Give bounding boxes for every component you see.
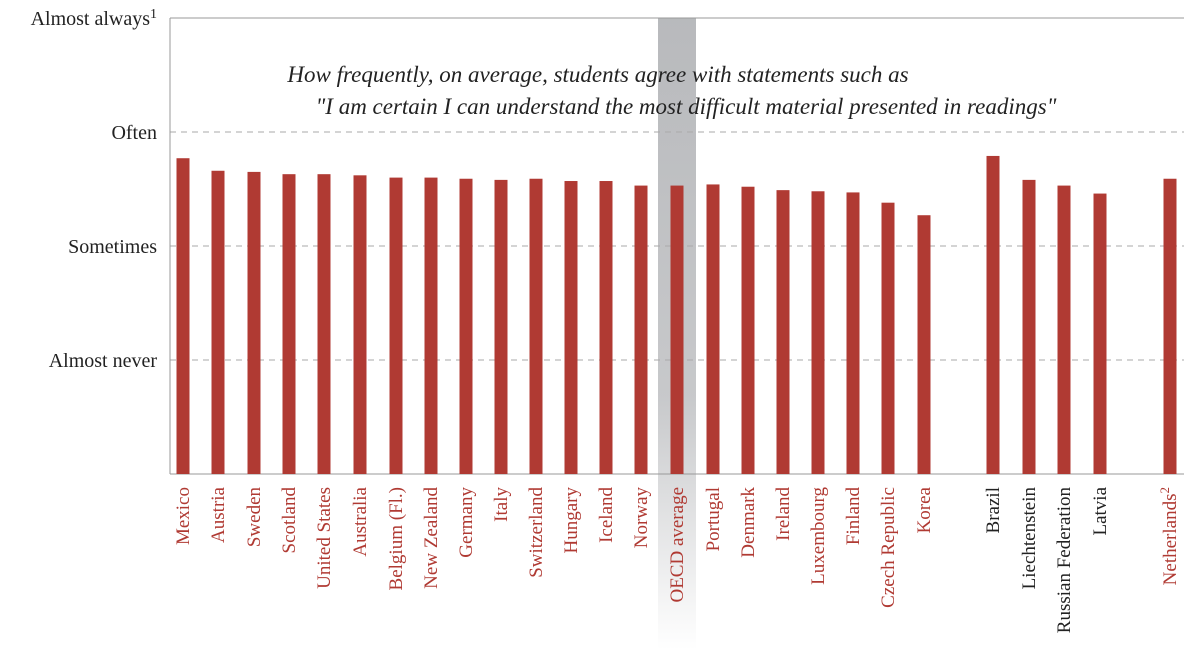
x-tick-label: United States <box>314 487 335 589</box>
bar <box>353 175 367 474</box>
bar <box>846 192 860 475</box>
y-tick-label: Almost always1 <box>31 7 157 31</box>
y-tick-label: Often <box>111 122 157 144</box>
bar <box>986 155 1000 474</box>
x-tick-label: Belgium (Fl.) <box>386 487 407 590</box>
y-tick-label: Almost never <box>49 350 158 372</box>
x-tick-label: Czech Republic <box>878 487 899 608</box>
x-tick-label: Finland <box>843 487 864 546</box>
x-tick-label: Korea <box>914 486 935 533</box>
x-tick-label: Australia <box>350 486 371 556</box>
x-tick-label: New Zealand <box>421 487 442 589</box>
x-tick-label: Ireland <box>773 487 794 541</box>
bar <box>670 185 684 474</box>
bar <box>494 179 508 474</box>
x-tick-label: Luxembourg <box>808 487 829 585</box>
x-tick-label: Germany <box>456 487 477 558</box>
bar <box>741 186 755 474</box>
x-tick-label: Norway <box>631 487 652 549</box>
x-tick-label: Switzerland <box>526 487 547 578</box>
bar <box>211 170 225 474</box>
x-tick-label: Sweden <box>244 487 265 548</box>
bar <box>776 190 790 474</box>
y-tick-label: Sometimes <box>68 236 157 258</box>
bar <box>1057 185 1071 474</box>
x-tick-label: Brazil <box>983 487 1004 533</box>
bar <box>811 191 825 474</box>
bar <box>634 185 648 474</box>
bar <box>529 178 543 475</box>
x-tick-label: Iceland <box>596 487 617 543</box>
chart-title: How frequently, on average, students agr… <box>286 62 908 87</box>
x-tick-label: Mexico <box>173 487 194 545</box>
x-tick-labels: Mexico Austria Sweden Scotland United States… <box>173 486 1181 633</box>
x-tick-label: Portugal <box>703 487 724 551</box>
x-tick-label: OECD average <box>667 487 688 603</box>
bar <box>599 181 613 474</box>
y-tick-labels: Almost never Sometimes Often Almost always1 <box>31 7 158 373</box>
bar <box>1163 178 1177 475</box>
x-tick-label: Italy <box>491 487 512 522</box>
x-tick-label: Denmark <box>738 487 759 558</box>
bar <box>389 177 403 474</box>
x-tick-label: Russian Federation <box>1054 487 1075 634</box>
bar <box>917 215 931 474</box>
bar <box>459 178 473 475</box>
bars <box>176 155 1177 475</box>
bar <box>247 171 261 474</box>
bar <box>564 181 578 474</box>
bar <box>1093 193 1107 474</box>
bar <box>881 202 895 474</box>
bar <box>282 174 296 474</box>
bar <box>317 174 331 474</box>
chart-subtitle: "I am certain I can understand the most … <box>316 94 1057 119</box>
x-tick-label: Scotland <box>279 487 300 554</box>
bar <box>1022 179 1036 474</box>
bar <box>706 184 720 474</box>
bar <box>424 177 438 474</box>
bar <box>176 158 190 474</box>
x-tick-label: Hungary <box>561 487 582 554</box>
x-tick-label: Netherlands2 <box>1157 487 1182 585</box>
x-tick-label: Latvia <box>1090 486 1111 535</box>
x-tick-label: Liechtenstein <box>1019 487 1040 590</box>
x-tick-label: Austria <box>208 486 229 543</box>
